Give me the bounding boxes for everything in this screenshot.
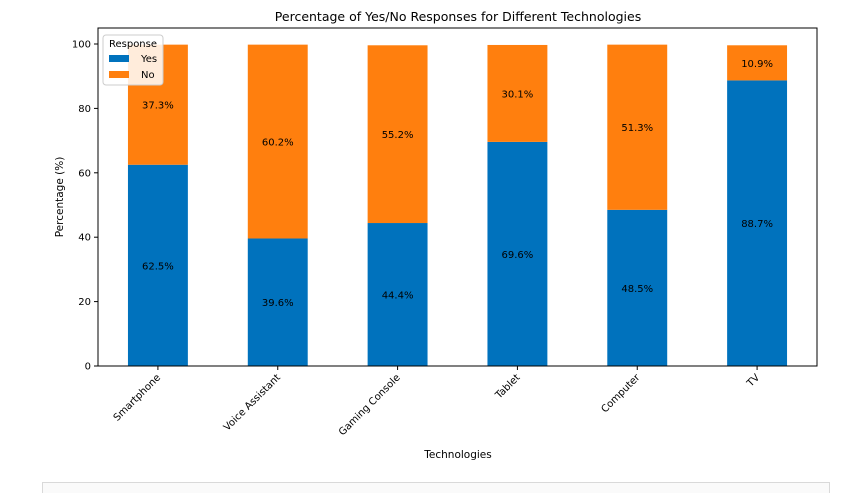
- x-axis: Smartphone Voice Assistant Gaming Console T…: [112, 366, 763, 438]
- data-label: 30.1%: [502, 89, 534, 100]
- y-axis-label: Percentage (%): [54, 157, 66, 238]
- x-tick-label: Voice Assistant: [222, 372, 283, 433]
- bar-yes-voice-assistant: [247, 238, 308, 366]
- y-tick-label: 80: [78, 104, 91, 115]
- bar-yes-computer: [607, 209, 668, 366]
- bar-no-gaming-console: [367, 45, 428, 224]
- y-tick-label: 0: [85, 362, 91, 373]
- data-label: 62.5%: [142, 261, 174, 272]
- y-tick-label: 60: [78, 168, 91, 179]
- bar-labels-group: 62.5% 37.3% 39.6% 60.2% 44.4% 55.2% 69.6% 30.1%…: [142, 59, 773, 309]
- x-tick-label: TV: [745, 372, 763, 390]
- data-label: 69.6%: [502, 250, 534, 261]
- legend: Response Yes No: [102, 34, 164, 86]
- bar-no-voice-assistant: [247, 44, 308, 239]
- data-label: 51.3%: [621, 123, 653, 134]
- data-label: 60.2%: [262, 138, 294, 149]
- data-label: 10.9%: [741, 59, 773, 70]
- bar-no-tablet: [487, 44, 548, 142]
- bar-yes-smartphone: [127, 164, 188, 366]
- x-tick-label: Gaming Console: [337, 372, 403, 438]
- legend-label-no: No: [141, 70, 155, 81]
- data-label: 48.5%: [621, 284, 653, 295]
- bars-group: [127, 44, 788, 367]
- bar-no-computer: [607, 44, 668, 210]
- data-label: 44.4%: [382, 291, 414, 302]
- x-tick-label: Tablet: [493, 372, 523, 402]
- y-tick-label: 100: [72, 40, 91, 51]
- bar-yes-gaming-console: [367, 223, 428, 366]
- plot-frame: [97, 27, 818, 367]
- legend-title: Response: [109, 39, 157, 50]
- chart-title: Percentage of Yes/No Responses for Diffe…: [275, 9, 641, 24]
- y-tick-label: 40: [78, 233, 91, 244]
- legend-swatch-no: [109, 71, 129, 78]
- x-axis-label: Technologies: [423, 449, 491, 461]
- x-tick-label: Computer: [599, 372, 643, 416]
- data-label: 39.6%: [262, 298, 294, 309]
- x-tick-label: Smartphone: [112, 372, 163, 423]
- bar-no-tv: [727, 45, 788, 81]
- legend-label-yes: Yes: [140, 54, 157, 65]
- y-axis: 0 20 40 60 80 100: [72, 40, 98, 373]
- legend-swatch-yes: [109, 55, 129, 62]
- data-label: 37.3%: [142, 101, 174, 112]
- data-label: 55.2%: [382, 130, 414, 141]
- bar-yes-tv: [727, 80, 788, 367]
- y-tick-label: 20: [78, 297, 91, 308]
- bar-yes-tablet: [487, 141, 548, 366]
- data-label: 88.7%: [741, 219, 773, 230]
- output-box: [42, 482, 830, 493]
